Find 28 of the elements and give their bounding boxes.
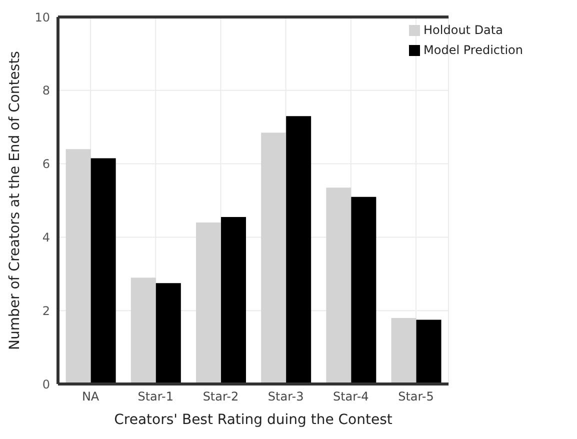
x-tick-label: Star-3 xyxy=(268,390,304,404)
bar xyxy=(66,149,91,384)
x-tick-label: Star-4 xyxy=(332,390,369,404)
legend-label: Model Prediction xyxy=(424,43,523,57)
bar xyxy=(196,222,221,384)
y-tick-label: 2 xyxy=(42,304,50,318)
x-tick-label: Star-2 xyxy=(202,390,239,404)
y-axis-title: Number of Creators at the End of Contests xyxy=(6,51,23,350)
bar xyxy=(416,320,442,384)
bar xyxy=(391,318,416,384)
bar xyxy=(326,188,352,384)
bar xyxy=(220,217,246,384)
legend-label: Holdout Data xyxy=(424,23,503,37)
bar xyxy=(286,116,312,384)
x-tick-label: Star-5 xyxy=(398,390,434,404)
bar xyxy=(90,158,116,384)
y-tick-label: 10 xyxy=(34,10,50,24)
bar xyxy=(130,278,156,384)
x-axis-title: Creators' Best Rating duing the Contest xyxy=(114,412,393,428)
bar xyxy=(351,196,376,384)
y-tick-label: 4 xyxy=(42,230,50,244)
x-tick-label: NA xyxy=(82,390,100,404)
bar xyxy=(261,132,286,384)
bar xyxy=(156,283,181,384)
x-tick-label: Star-1 xyxy=(138,390,174,404)
y-tick-label: 0 xyxy=(42,377,50,392)
y-tick-label: 8 xyxy=(42,84,50,98)
y-tick-label: 6 xyxy=(42,157,50,172)
